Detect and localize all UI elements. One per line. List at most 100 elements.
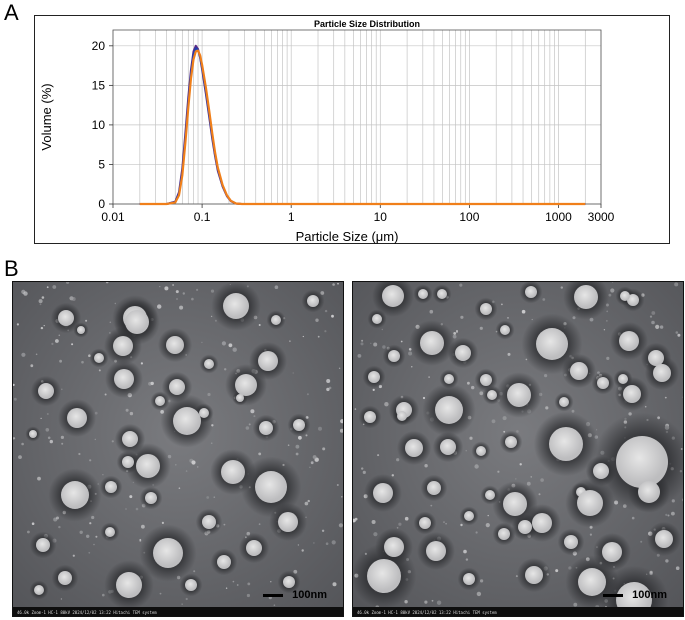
- tem-speckle: [655, 324, 660, 329]
- tem-speckle: [60, 598, 63, 600]
- tem-speckle: [182, 292, 185, 295]
- nanoparticle: [259, 421, 273, 435]
- tem-speckle: [21, 442, 24, 446]
- tem-speckle: [467, 381, 470, 385]
- tem-speckle: [459, 283, 463, 287]
- tem-speckle: [213, 496, 216, 498]
- x-tick-label: 1000: [545, 210, 572, 224]
- tem-speckle: [292, 372, 294, 374]
- tem-speckle: [471, 385, 475, 390]
- nanoparticle: [505, 436, 517, 448]
- tem-speckle: [309, 466, 311, 468]
- tem-speckle: [298, 435, 302, 440]
- tem-speckle: [371, 520, 376, 524]
- scale-label-left: 100nm: [292, 589, 327, 601]
- nanoparticle: [384, 537, 404, 557]
- tem-speckle: [325, 542, 329, 545]
- nanoparticle: [293, 419, 305, 431]
- tem-speckle: [331, 314, 334, 318]
- tem-speckle: [196, 466, 199, 468]
- nanoparticle: [536, 328, 568, 360]
- nanoparticle: [258, 351, 278, 371]
- tem-speckle: [273, 604, 276, 606]
- nanoparticle: [77, 326, 85, 334]
- nanoparticle: [437, 289, 447, 299]
- tem-speckle: [21, 352, 26, 357]
- tem-speckle: [381, 328, 383, 331]
- nanoparticle: [105, 527, 115, 537]
- tem-speckle: [85, 319, 88, 322]
- tem-speckle: [38, 299, 43, 304]
- series-line-3: [139, 49, 586, 206]
- tem-speckle: [60, 435, 64, 439]
- nanoparticle: [122, 456, 134, 468]
- tem-speckle: [258, 523, 261, 526]
- tem-speckle: [176, 298, 178, 300]
- tem-speckle: [336, 484, 339, 486]
- tem-speckle: [338, 367, 341, 369]
- tem-speckle: [649, 315, 653, 318]
- tem-speckle: [640, 540, 643, 543]
- nanoparticle: [368, 371, 380, 383]
- nanoparticle: [418, 289, 428, 299]
- tem-speckle: [370, 342, 372, 344]
- tem-speckle: [651, 320, 655, 325]
- tem-speckle: [322, 447, 326, 451]
- tem-speckle: [611, 282, 614, 283]
- chart-canvas: 0 5 10 15 20 0.01 0.1 1 10 100 1000 3000 Particle Si…: [39, 19, 615, 244]
- nanoparticle: [34, 585, 44, 595]
- tem-speckle: [181, 603, 183, 605]
- tem-speckle: [353, 518, 356, 523]
- tem-speckle: [37, 476, 41, 481]
- tem-speckle: [465, 450, 467, 452]
- tem-speckle: [224, 368, 227, 371]
- tem-speckle: [102, 593, 105, 597]
- tem-speckle: [201, 341, 203, 344]
- tem-speckle: [306, 393, 309, 396]
- tem-speckle: [424, 464, 428, 468]
- tem-speckle: [436, 600, 442, 605]
- x-tick-label: 0.01: [101, 210, 125, 224]
- tem-micrograph-right: [353, 282, 683, 616]
- x-tick-label: 100: [459, 210, 479, 224]
- nanoparticle: [94, 353, 104, 363]
- tem-image-left: 46.0k Zoom-1 HC-1 80kV 2024/12/02 13:22 …: [12, 281, 344, 617]
- tem-speckle: [247, 582, 251, 586]
- tem-speckle: [58, 525, 61, 529]
- tem-speckle: [507, 352, 511, 356]
- tem-speckle: [479, 326, 483, 330]
- nanoparticle: [593, 463, 609, 479]
- tem-speckle: [295, 444, 300, 449]
- tem-speckle: [338, 523, 343, 528]
- tem-speckle: [95, 535, 98, 538]
- y-tick-label: 5: [98, 157, 105, 171]
- nanoparticle: [185, 579, 197, 591]
- nanoparticle: [480, 374, 492, 386]
- tem-image-right: 46.0k Zoom-1 HC-1 80kV 2024/12/02 13:22 …: [352, 281, 684, 617]
- panel-label-b: B: [4, 256, 19, 281]
- tem-speckle: [456, 330, 458, 333]
- y-tick-label: 15: [92, 78, 106, 92]
- tem-speckle: [589, 533, 592, 536]
- nanoparticle: [485, 490, 495, 500]
- nanoparticle: [532, 513, 552, 533]
- tem-speckle: [61, 388, 63, 391]
- nanoparticle: [420, 331, 444, 355]
- nanoparticle: [382, 285, 404, 307]
- tem-speckle: [651, 311, 656, 315]
- nanoparticle: [623, 385, 641, 403]
- nanoparticle: [67, 408, 87, 428]
- tem-speckle: [159, 592, 162, 595]
- tem-speckle: [475, 531, 478, 534]
- nanoparticle: [367, 559, 401, 593]
- tem-speckle: [453, 332, 457, 335]
- tem-speckle: [373, 532, 378, 537]
- tem-speckle: [317, 335, 320, 338]
- x-tick-label: 3000: [588, 210, 615, 224]
- tem-speckle: [164, 286, 169, 291]
- tem-speckle: [460, 315, 464, 319]
- tem-speckle: [538, 493, 541, 496]
- tem-speckle: [502, 416, 507, 421]
- nanoparticle: [507, 383, 531, 407]
- nanoparticle: [235, 374, 257, 396]
